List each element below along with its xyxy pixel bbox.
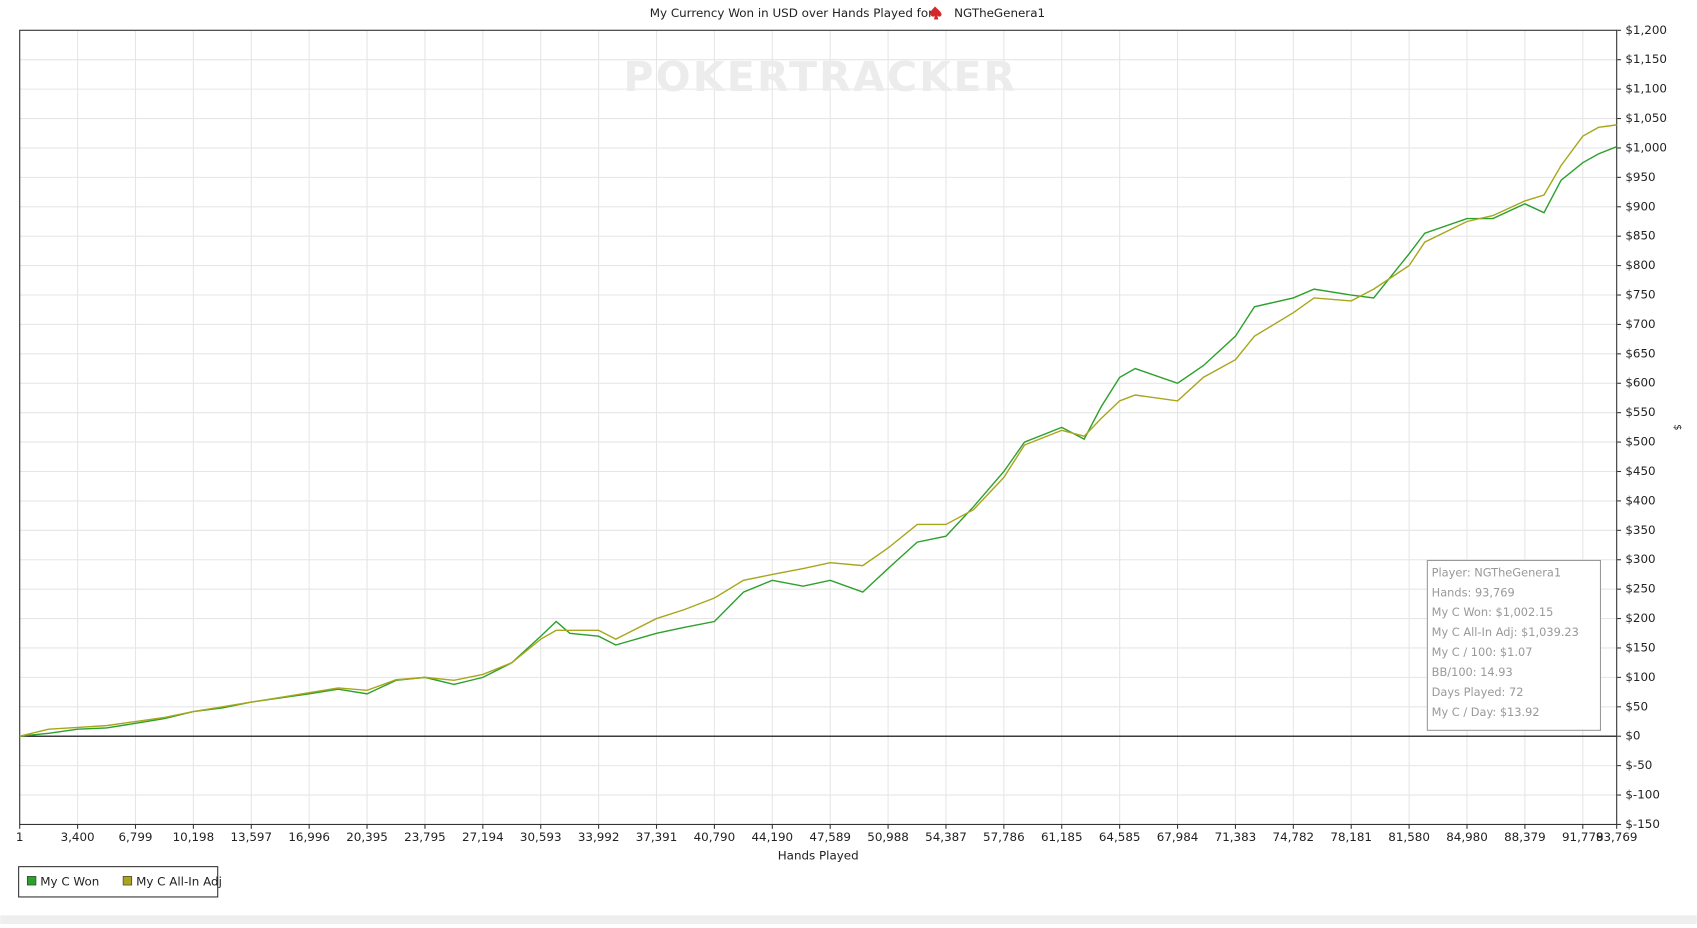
title-text: My Currency Won in USD over Hands Played… — [650, 5, 933, 19]
y-tick-label: $650 — [1625, 346, 1655, 360]
x-tick-label: 33,992 — [578, 830, 620, 844]
legend-label: My C All-In Adj — [136, 874, 222, 888]
legend: My C Won My C All-In Adj — [18, 866, 222, 898]
y-tick-label: $300 — [1625, 552, 1655, 566]
x-tick-label: 30,593 — [520, 830, 562, 844]
x-tick-label: 91,778 — [1562, 830, 1604, 844]
x-tick-label: 47,589 — [809, 830, 851, 844]
y-tick-label: $100 — [1625, 670, 1655, 684]
y-tick-label: $800 — [1625, 258, 1655, 272]
x-tick-label: 1 — [16, 830, 24, 844]
watermark: POKERTRACKER — [623, 53, 1017, 101]
x-tick-label: 10,198 — [173, 830, 215, 844]
x-tick-label: 27,194 — [462, 830, 504, 844]
x-tick-label: 3,400 — [61, 830, 95, 844]
x-tick-label: 67,984 — [1157, 830, 1199, 844]
info-frame — [1426, 559, 1602, 731]
x-tick-label: 84,980 — [1446, 830, 1488, 844]
y-tick-label: $700 — [1625, 317, 1655, 331]
x-tick-label: 71,383 — [1215, 830, 1257, 844]
x-tick-label: 74,782 — [1273, 830, 1315, 844]
x-tick-label: 44,190 — [752, 830, 794, 844]
info-line: My C Won: $1,002.15 — [1432, 605, 1554, 619]
x-tick-label: 78,181 — [1330, 830, 1372, 844]
x-tick-label: 13,597 — [230, 830, 272, 844]
legend-swatch — [26, 876, 37, 886]
y-tick-label: $850 — [1625, 229, 1655, 243]
info-line: Days Played: 72 — [1432, 685, 1524, 699]
y-tick-label: $0 — [1625, 729, 1640, 743]
x-tick-label: 88,379 — [1504, 830, 1546, 844]
x-tick-label: 93,769 — [1596, 830, 1638, 844]
y-tick-label: $450 — [1625, 464, 1655, 478]
x-tick-label: 50,988 — [867, 830, 909, 844]
info-line: My C / 100: $1.07 — [1432, 645, 1533, 659]
y-tick-label: $150 — [1625, 640, 1655, 654]
x-tick-label: 64,585 — [1099, 830, 1141, 844]
y-tick-label: $750 — [1625, 288, 1655, 302]
info-line: BB/100: 14.93 — [1432, 665, 1513, 679]
chart-title: My Currency Won in USD over Hands Played… — [650, 5, 1045, 19]
info-line: My C / Day: $13.92 — [1432, 705, 1540, 719]
x-tick-label: 61,185 — [1041, 830, 1083, 844]
x-tick-label: 16,996 — [288, 830, 330, 844]
y-tick-label: $1,050 — [1625, 111, 1667, 125]
y-tick-label: $900 — [1625, 199, 1655, 213]
y-tick-label: $1,200 — [1625, 23, 1667, 37]
series-line — [19, 124, 1617, 737]
y-tick-label: $350 — [1625, 523, 1655, 537]
legend-swatch — [122, 876, 133, 886]
info-box: Player: NGTheGenera1 Hands: 93,769 My C Wo… — [1426, 559, 1602, 731]
x-tick-label: 20,395 — [346, 830, 388, 844]
y-tick-label: $600 — [1625, 376, 1655, 390]
y-tick-label: $-150 — [1625, 817, 1660, 831]
y-tick-label: $-50 — [1625, 758, 1652, 772]
info-line: My C All-In Adj: $1,039.23 — [1432, 625, 1579, 639]
y-tick-label: $1,150 — [1625, 52, 1667, 66]
y-tick-label: $500 — [1625, 435, 1655, 449]
status-bar — [0, 915, 1697, 924]
x-tick-label: 23,795 — [404, 830, 446, 844]
info-line: Hands: 93,769 — [1432, 585, 1515, 599]
y-tick-label: $-100 — [1625, 788, 1660, 802]
y-tick-label: $400 — [1625, 493, 1655, 507]
y-tick-label: $50 — [1625, 699, 1648, 713]
y-tick-label: $200 — [1625, 611, 1655, 625]
series-line — [19, 146, 1617, 737]
x-tick-label: 6,799 — [118, 830, 152, 844]
y-tick-label: $1,100 — [1625, 82, 1667, 96]
y-axis-label: $ — [1671, 424, 1682, 430]
x-tick-label: 54,387 — [925, 830, 967, 844]
plot-frame — [19, 29, 1618, 826]
y-tick-label: $550 — [1625, 405, 1655, 419]
legend-frame — [18, 866, 219, 898]
x-tick-label: 37,391 — [636, 830, 678, 844]
x-tick-label: 81,580 — [1388, 830, 1430, 844]
x-tick-label: 40,790 — [694, 830, 736, 844]
y-tick-label: $950 — [1625, 170, 1655, 184]
player-name: NGTheGenera1 — [954, 5, 1045, 19]
legend-label: My C Won — [40, 874, 99, 888]
x-tick-label: 57,786 — [983, 830, 1025, 844]
spade-icon — [930, 6, 942, 20]
x-axis-label: Hands Played — [778, 848, 859, 862]
plot-background — [19, 30, 1617, 825]
plot-area: $1,200 $1,150 $1,100 $1,050 $1,000 $950 $900 $8… — [16, 23, 1667, 844]
info-line: Player: NGTheGenera1 — [1432, 565, 1561, 579]
y-tick-label: $1,000 — [1625, 140, 1667, 154]
y-tick-label: $250 — [1625, 582, 1655, 596]
